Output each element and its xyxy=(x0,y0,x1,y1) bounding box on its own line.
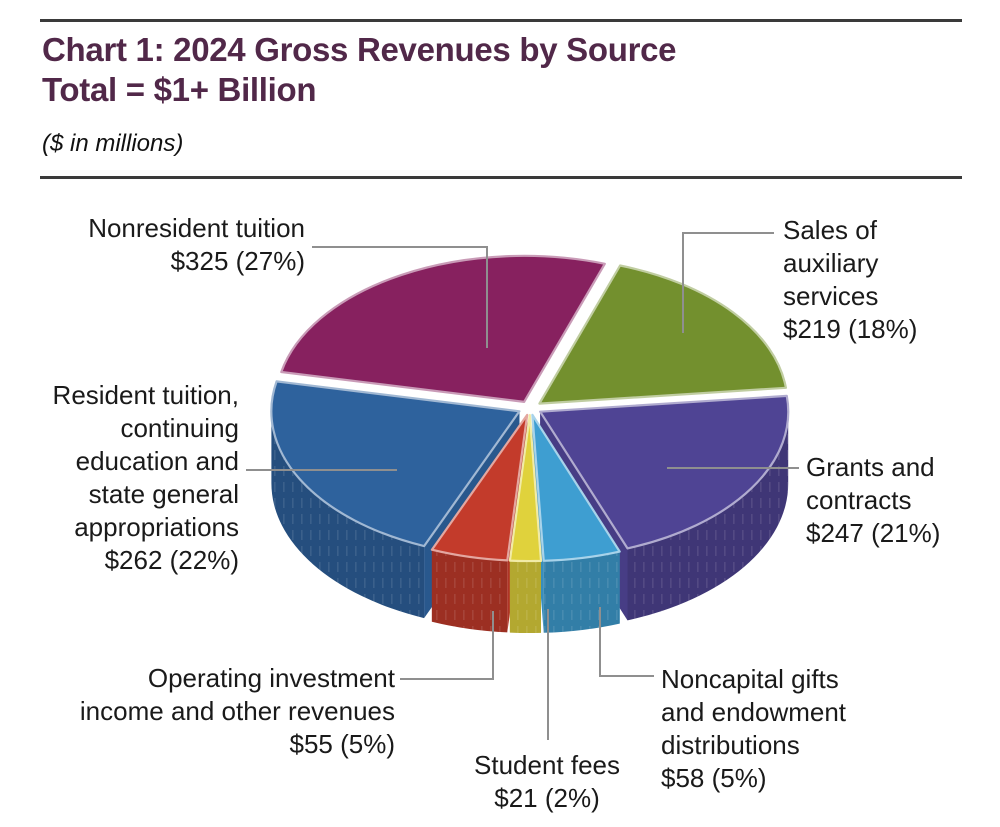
leader-line-sales xyxy=(682,232,774,333)
slice-rim-texture xyxy=(271,411,425,619)
leader-lines xyxy=(246,232,799,740)
slice-top-face xyxy=(280,254,606,403)
units-note: ($ in millions) xyxy=(42,130,184,157)
pie-slice-nonresident xyxy=(280,254,606,403)
slice-top-face xyxy=(430,413,529,562)
title-line-1: Chart 1: 2024 Gross Revenues by Source xyxy=(42,31,677,68)
leader-line-operating xyxy=(400,611,494,680)
slice-rim-texture xyxy=(543,551,620,633)
slice-rim-texture xyxy=(627,411,789,621)
pie-slice-student xyxy=(508,414,543,634)
page-title: Chart 1: 2024 Gross Revenues by Source T… xyxy=(42,30,677,110)
divider-rule xyxy=(40,176,962,179)
pie-slice-noncapital xyxy=(531,413,621,633)
slice-rim-texture xyxy=(431,549,508,633)
slice-top-face xyxy=(508,414,543,563)
slice-rim-texture xyxy=(509,560,541,634)
pie-slice-sales xyxy=(538,264,787,405)
leader-line-nonresident xyxy=(312,246,488,348)
slice-top-face xyxy=(538,264,787,405)
title-line-2: Total = $1+ Billion xyxy=(42,71,317,108)
slice-top-face xyxy=(270,380,521,548)
slice-top-face xyxy=(531,413,621,562)
pie-slices xyxy=(270,254,790,634)
leader-line-noncapital xyxy=(599,607,654,677)
slice-top-face xyxy=(539,394,790,550)
top-rule xyxy=(40,19,962,22)
